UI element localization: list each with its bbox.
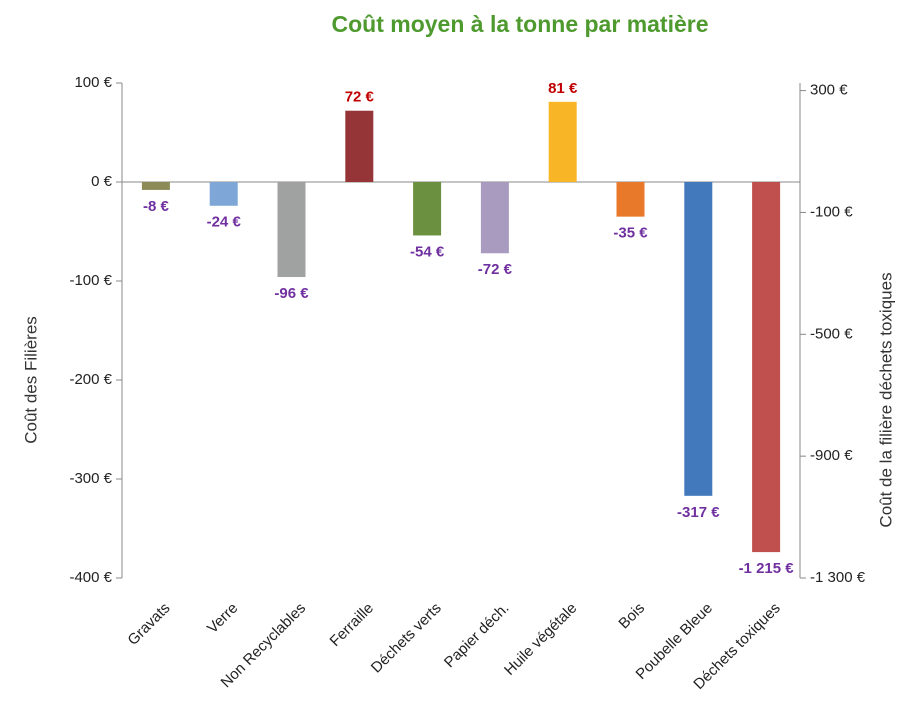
- bar: [209, 182, 238, 206]
- y2-tick-label: -500 €: [810, 325, 853, 342]
- bar: [345, 110, 374, 182]
- y-axis-title: Coût des Filières: [21, 316, 40, 444]
- y2-axis-title: Coût de la filière déchets toxiques: [876, 272, 895, 527]
- bar: [141, 182, 170, 190]
- x-tick-label: Verre: [204, 600, 241, 637]
- bar: [413, 182, 442, 236]
- value-label: -35 €: [613, 225, 648, 242]
- value-label: 81 €: [548, 80, 578, 97]
- value-label: -8 €: [143, 198, 170, 215]
- y2-tick-label: -900 €: [810, 447, 853, 464]
- y-tick-label: -200 €: [69, 371, 112, 388]
- value-label: -96 €: [274, 285, 309, 302]
- y2-tick-label: 300 €: [810, 82, 848, 99]
- y-tick-label: 0 €: [91, 173, 113, 190]
- y-tick-label: -300 €: [69, 470, 112, 487]
- bar: [616, 182, 645, 217]
- value-label: 72 €: [345, 89, 375, 106]
- value-label: -24 €: [207, 214, 242, 231]
- bar: [684, 182, 713, 496]
- x-tick-label: Papier déch.: [441, 600, 513, 672]
- y-tick-label: -100 €: [69, 272, 112, 289]
- bar: [277, 182, 306, 278]
- x-tick-label: Huile végétale: [501, 600, 580, 679]
- bar: [480, 182, 509, 254]
- bar: [548, 101, 577, 182]
- x-tick-label: Gravats: [124, 600, 173, 649]
- chart-title: Coût moyen à la tonne par matière: [331, 11, 708, 37]
- x-tick-label: Déchets verts: [368, 600, 445, 677]
- x-tick-label: Bois: [615, 600, 648, 633]
- value-label: -72 €: [478, 261, 513, 278]
- y2-tick-label: -1 300 €: [810, 569, 866, 586]
- value-label: -317 €: [677, 504, 720, 521]
- y-tick-label: -400 €: [69, 569, 112, 586]
- y2-tick-label: -100 €: [810, 203, 853, 220]
- y-tick-label: 100 €: [74, 74, 112, 91]
- value-label: -54 €: [410, 243, 445, 260]
- x-tick-label: Ferraille: [327, 600, 377, 650]
- value-label: -1 215 €: [739, 560, 795, 577]
- bar: [752, 182, 781, 553]
